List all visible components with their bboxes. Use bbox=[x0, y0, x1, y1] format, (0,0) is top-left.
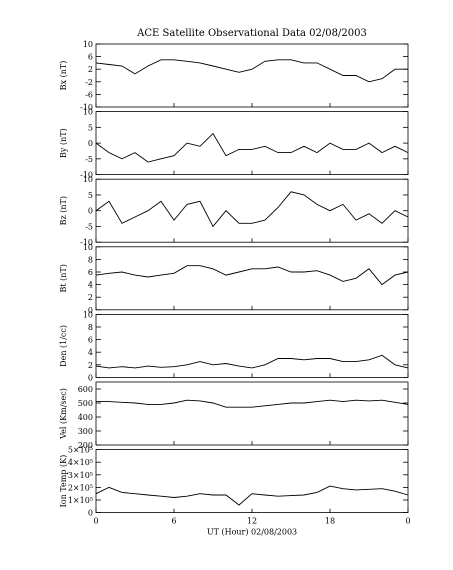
y-tick-label: 2 bbox=[88, 361, 93, 370]
y-tick-label: 2 bbox=[88, 293, 93, 302]
data-line bbox=[95, 59, 408, 83]
data-line bbox=[95, 354, 409, 369]
y-tick-label: 5 bbox=[88, 191, 93, 200]
y-tick-label: 500 bbox=[78, 399, 93, 408]
y-tick-label: 10 bbox=[83, 310, 93, 319]
data-line bbox=[95, 485, 409, 506]
y-tick-label: 8 bbox=[88, 323, 93, 332]
y-tick-label: -2 bbox=[85, 78, 93, 87]
x-axis-label: UT (Hour) 02/08/2003 bbox=[207, 528, 297, 537]
y-tick-label: -6 bbox=[85, 90, 93, 99]
y-tick-label: -5 bbox=[85, 222, 93, 231]
y-tick-label: 400 bbox=[78, 413, 93, 422]
data-line bbox=[95, 132, 409, 163]
y-tick-label: 6 bbox=[88, 53, 93, 62]
panel-frame bbox=[95, 178, 409, 243]
y-tick-label: 5 bbox=[88, 123, 93, 132]
data-line bbox=[96, 399, 409, 408]
y-tick-label: 0 bbox=[88, 306, 93, 315]
x-tick-label: 0 bbox=[405, 517, 410, 526]
panel-frame bbox=[95, 111, 409, 175]
x-tick-label: 12 bbox=[247, 517, 257, 526]
y-tick-label: 10 bbox=[83, 175, 93, 184]
y-tick-label: 2×10⁵ bbox=[68, 483, 93, 492]
y-axis-label: By (nT) bbox=[59, 128, 68, 158]
y-tick-label: 8 bbox=[88, 255, 93, 264]
y-tick-label: 2 bbox=[88, 65, 93, 74]
y-tick-label: 0 bbox=[88, 509, 93, 518]
x-tick-label: 18 bbox=[325, 517, 335, 526]
panel-frame bbox=[95, 449, 409, 514]
y-tick-label: -10 bbox=[80, 238, 93, 247]
y-tick-label: 0 bbox=[88, 207, 93, 216]
y-tick-label: 0 bbox=[88, 373, 93, 382]
y-tick-label: 4 bbox=[88, 348, 93, 357]
x-tick-label: 6 bbox=[171, 517, 176, 526]
y-tick-label: 10 bbox=[83, 108, 93, 117]
y-tick-label: 3×10⁵ bbox=[68, 471, 93, 480]
y-tick-label: 10 bbox=[83, 243, 93, 252]
y-tick-label: 0 bbox=[88, 139, 93, 148]
y-tick-label: 4 bbox=[88, 281, 93, 290]
panel-frame bbox=[95, 381, 409, 446]
panel-frame bbox=[95, 246, 409, 311]
panel-frame bbox=[95, 43, 409, 108]
y-tick-label: 6 bbox=[88, 336, 93, 345]
y-tick-label: 4×10⁵ bbox=[68, 458, 93, 467]
y-axis-label: Bz (nT) bbox=[59, 196, 68, 225]
y-axis-label: Den (1/cc) bbox=[59, 325, 68, 367]
y-axis-label: Bx (nT) bbox=[59, 61, 68, 91]
y-tick-label: 200 bbox=[78, 441, 93, 450]
y-tick-label: -5 bbox=[85, 155, 93, 164]
y-axis-label: Vel (Km/sec) bbox=[59, 388, 68, 440]
data-line bbox=[95, 265, 409, 286]
y-tick-label: -10 bbox=[80, 171, 93, 180]
y-tick-label: -10 bbox=[80, 103, 93, 112]
y-tick-label: 5×10⁵ bbox=[68, 446, 93, 455]
y-tick-label: 600 bbox=[78, 385, 93, 394]
y-tick-label: 10 bbox=[83, 40, 93, 49]
y-axis-label: Bt (nT) bbox=[59, 264, 68, 292]
y-tick-label: 6 bbox=[88, 268, 93, 277]
y-tick-label: 1×10⁵ bbox=[68, 496, 93, 505]
x-tick-label: 0 bbox=[93, 517, 98, 526]
y-axis-label: Ion Temp (K) bbox=[59, 455, 68, 508]
data-line bbox=[95, 191, 409, 228]
y-tick-label: 300 bbox=[78, 427, 93, 436]
chart-title: ACE Satellite Observational Data 02/08/2… bbox=[136, 28, 367, 39]
